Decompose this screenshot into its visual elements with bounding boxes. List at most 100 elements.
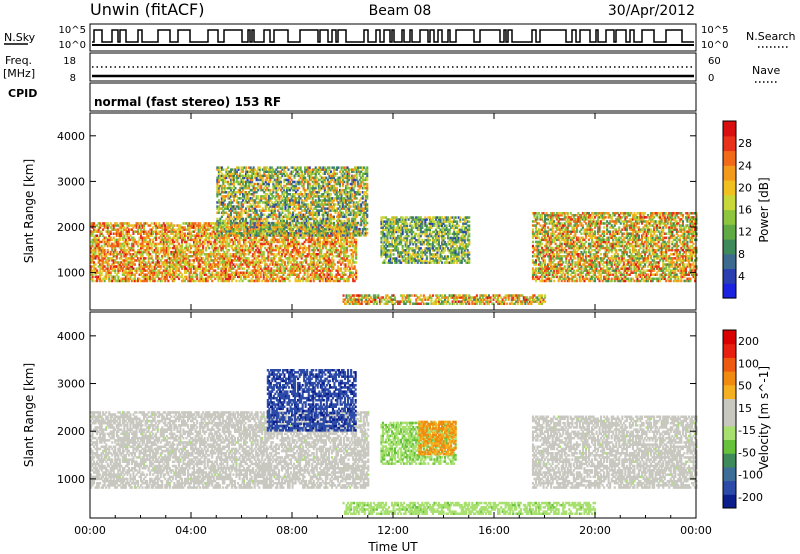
heatmap-cell — [222, 221, 225, 225]
heatmap-cell — [187, 232, 190, 235]
heatmap-cell — [97, 255, 100, 258]
freq-tick-high: 18 — [63, 56, 76, 67]
heatmap-cell — [244, 275, 247, 279]
heatmap-cell — [335, 255, 338, 258]
heatmap-cell — [180, 267, 183, 270]
heatmap-cell — [183, 222, 186, 225]
heatmap-cell — [108, 259, 111, 262]
heatmap-cell — [267, 224, 270, 227]
heatmap-cell — [155, 242, 158, 246]
heatmap-cell — [286, 277, 289, 281]
heatmap-cell — [180, 226, 183, 229]
heatmap-cell — [329, 261, 332, 264]
heatmap-cell — [300, 255, 303, 258]
heatmap-cell — [152, 269, 155, 272]
heatmap-cell — [291, 257, 294, 260]
heatmap-cell — [261, 261, 264, 264]
heatmap-cell — [102, 259, 105, 262]
heatmap-cell — [312, 238, 315, 242]
heatmap-cell — [315, 269, 318, 272]
heatmap-cell — [253, 255, 256, 258]
heatmap-cell — [349, 259, 352, 262]
heatmap-cell — [343, 240, 346, 244]
heatmap-cell — [173, 224, 176, 227]
heatmap-cell — [170, 222, 173, 225]
heatmap-cell — [235, 255, 238, 258]
heatmap-cell — [162, 240, 165, 244]
heatmap-cell — [279, 246, 282, 250]
heatmap-cell — [141, 242, 144, 246]
heatmap-cell — [336, 255, 339, 258]
heatmap-cell — [130, 244, 133, 248]
heatmap-cell — [320, 253, 323, 256]
heatmap-cell — [121, 267, 124, 270]
heatmap-cell — [193, 250, 196, 254]
heatmap-cell — [270, 275, 273, 279]
heatmap-cell — [132, 240, 135, 244]
heatmap-cell — [164, 267, 167, 270]
heatmap-cell — [220, 168, 223, 171]
heatmap-cell — [111, 228, 114, 231]
heatmap-cell — [103, 255, 106, 258]
heatmap-cell — [347, 277, 350, 281]
heatmap-cell — [332, 228, 335, 231]
heatmap-cell — [223, 199, 226, 202]
heatmap-cell — [167, 226, 170, 229]
heatmap-cell — [312, 275, 315, 279]
heatmap-cell — [329, 250, 332, 254]
heatmap-cell — [270, 253, 273, 256]
heatmap-cell — [320, 248, 323, 252]
heatmap-cell — [126, 267, 129, 270]
heatmap-cell — [223, 223, 226, 227]
heatmap-cell — [167, 261, 170, 264]
heatmap-cell — [126, 232, 129, 235]
heatmap-cell — [150, 222, 153, 225]
heatmap-cell — [294, 236, 297, 240]
heatmap-cell — [258, 253, 261, 256]
heatmap-cell — [130, 238, 133, 242]
heatmap-cell — [291, 236, 294, 240]
heatmap-cell — [303, 236, 306, 240]
heatmap-cell — [217, 236, 220, 240]
heatmap-cell — [215, 265, 218, 268]
heatmap-cell — [283, 263, 286, 266]
heatmap-cell — [321, 257, 324, 260]
heatmap-cell — [326, 263, 329, 266]
heatmap-cell — [137, 279, 140, 283]
heatmap-cell — [194, 236, 197, 240]
heatmap-cell — [227, 261, 230, 264]
heatmap-cell — [124, 257, 127, 260]
heatmap-cell — [91, 232, 94, 235]
heatmap-cell — [111, 257, 114, 260]
heatmap-cell — [216, 166, 219, 169]
heatmap-cell — [177, 277, 180, 281]
heatmap-cell — [180, 242, 183, 246]
heatmap-cell — [216, 232, 219, 235]
heatmap-cell — [318, 279, 321, 283]
heatmap-cell — [321, 263, 324, 266]
heatmap-cell — [338, 267, 341, 270]
heatmap-cell — [219, 178, 222, 182]
heatmap-cell — [147, 259, 150, 262]
heatmap-cell — [171, 228, 174, 231]
heatmap-cell — [264, 267, 267, 270]
heatmap-cell — [185, 222, 188, 225]
heatmap-cell — [343, 248, 346, 252]
heatmap-cell — [109, 250, 112, 254]
heatmap-cell — [196, 240, 199, 244]
heatmap-cell — [333, 242, 336, 246]
heatmap-cell — [352, 271, 355, 274]
heatmap-cell — [173, 273, 176, 276]
heatmap-cell — [240, 257, 243, 260]
heatmap-cell — [268, 271, 271, 274]
heatmap-cell — [336, 261, 339, 264]
heatmap-cell — [194, 275, 197, 279]
heatmap-cell — [222, 230, 225, 233]
heatmap-cell — [262, 259, 265, 262]
nsky-label: N.Sky — [4, 31, 36, 44]
heatmap-cell — [111, 244, 114, 248]
heatmap-cell — [143, 277, 146, 281]
heatmap-cell — [349, 261, 352, 264]
heatmap-cell — [309, 253, 312, 256]
heatmap-cell — [179, 271, 182, 274]
